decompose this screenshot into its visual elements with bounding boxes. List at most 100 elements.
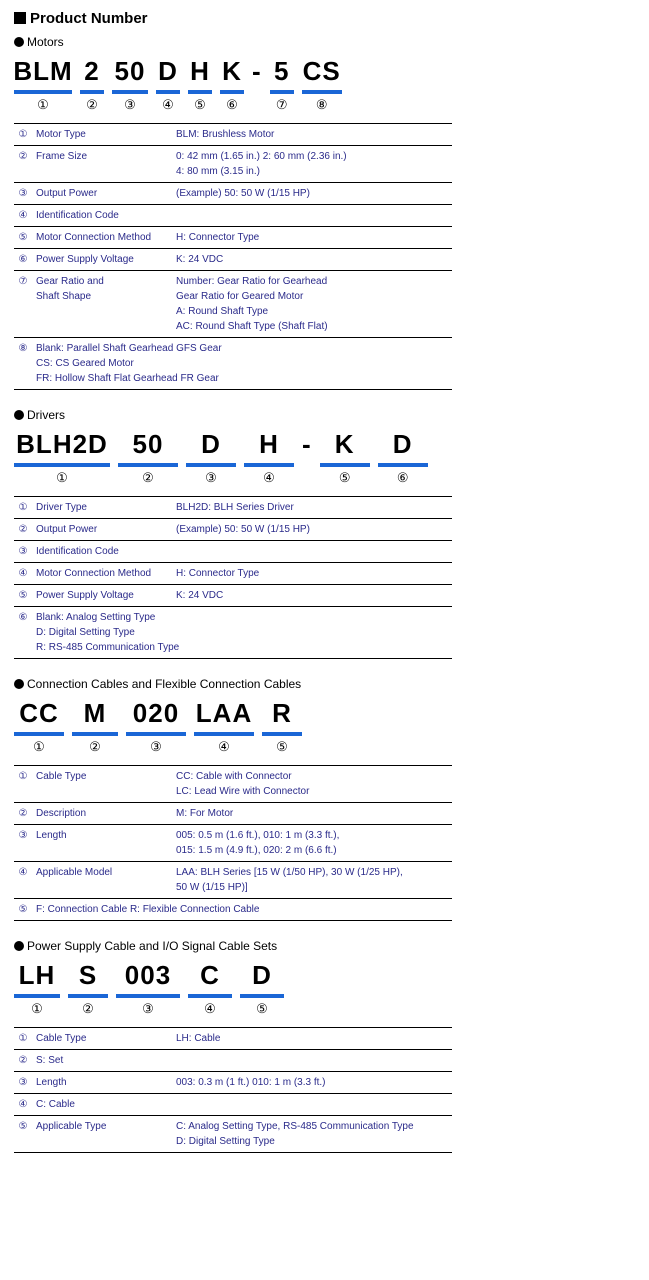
part-segment: LH① <box>14 959 60 1017</box>
row-description: M: For Motor <box>172 803 452 825</box>
part-circled-number: ③ <box>205 470 217 486</box>
row-number: ⑧ <box>14 338 32 390</box>
section-subtitle: Motors <box>14 35 635 49</box>
row-number: ⑥ <box>14 607 32 659</box>
row-number: ① <box>14 124 32 146</box>
part-segment: S② <box>68 959 108 1017</box>
part-circled-number: ⑤ <box>339 470 351 486</box>
part-circled-number: ⑦ <box>276 97 288 113</box>
part-segment: 003③ <box>116 959 180 1017</box>
row-label: Applicable Type <box>32 1116 172 1153</box>
part-underline <box>112 90 148 94</box>
part-segment: D④ <box>156 55 180 113</box>
row-label: Description <box>32 803 172 825</box>
row-number: ① <box>14 766 32 803</box>
row-number: ④ <box>14 205 32 227</box>
part-number-row: CC①M②020③LAA④R⑤ <box>14 697 635 755</box>
row-number: ③ <box>14 541 32 563</box>
row-description: LH: Cable <box>172 1028 452 1050</box>
part-circled-number: ⑤ <box>256 1001 268 1017</box>
row-description: H: Connector Type <box>172 227 452 249</box>
table-row: ①Motor TypeBLM: Brushless Motor <box>14 124 452 146</box>
part-segment: 50② <box>118 428 178 486</box>
row-description: BLM: Brushless Motor <box>172 124 452 146</box>
row-description: K: 24 VDC <box>172 249 452 271</box>
row-label-span: F: Connection Cable R: Flexible Connecti… <box>32 899 452 921</box>
part-segment-text: BLM <box>13 55 72 87</box>
part-segment-text: H <box>190 55 210 87</box>
row-number: ⑤ <box>14 227 32 249</box>
part-segment-text: 50 <box>133 428 164 460</box>
row-description: (Example) 50: 50 W (1/15 HP) <box>172 183 452 205</box>
section-subtitle: Drivers <box>14 408 635 422</box>
part-segment-text: - <box>252 55 262 87</box>
part-underline <box>188 994 232 998</box>
part-segment: CC① <box>14 697 64 755</box>
part-segment: 5⑦ <box>270 55 294 113</box>
table-row: ④Applicable ModelLAA: BLH Series [15 W (… <box>14 862 452 899</box>
part-segment-text: M <box>84 697 107 729</box>
row-number: ① <box>14 497 32 519</box>
part-circled-number: ⑤ <box>194 97 206 113</box>
part-circled-number: ④ <box>218 739 230 755</box>
part-number-row: LH①S②003③C④D⑤ <box>14 959 635 1017</box>
dot-bullet-icon <box>14 37 24 47</box>
part-circled-number: ⑥ <box>397 470 409 486</box>
row-label-span: S: Set <box>32 1050 452 1072</box>
section: DriversBLH2D①50②D③H④-K⑤D⑥①Driver TypeBLH… <box>14 408 635 659</box>
part-segment-text: R <box>272 697 292 729</box>
part-segment: BLH2D① <box>14 428 110 486</box>
part-underline <box>270 90 294 94</box>
part-segment-text: C <box>200 959 220 991</box>
part-segment-text: 5 <box>274 55 289 87</box>
part-underline <box>14 994 60 998</box>
part-segment: C④ <box>188 959 232 1017</box>
part-underline <box>220 90 244 94</box>
row-label-span: C: Cable <box>32 1094 452 1116</box>
part-segment-text: BLH2D <box>16 428 108 460</box>
row-label: Identification Code <box>32 205 172 227</box>
row-label: Frame Size <box>32 146 172 183</box>
row-number: ⑤ <box>14 585 32 607</box>
row-label-span: Blank: Parallel Shaft Gearhead GFS Gear … <box>32 338 452 390</box>
part-dash: - <box>252 55 262 113</box>
part-segment-text: 50 <box>115 55 146 87</box>
part-segment-text: D <box>252 959 272 991</box>
part-circled-number: ③ <box>124 97 136 113</box>
part-circled-number: ④ <box>204 1001 216 1017</box>
table-row: ④Identification Code <box>14 205 452 227</box>
part-circled-number: ④ <box>162 97 174 113</box>
part-segment: 020③ <box>126 697 186 755</box>
part-underline <box>194 732 254 736</box>
page-title-text: Product Number <box>30 10 148 27</box>
part-circled-number: ⑧ <box>316 97 328 113</box>
part-segment: 2② <box>80 55 104 113</box>
part-underline <box>14 732 64 736</box>
dot-bullet-icon <box>14 679 24 689</box>
description-table: ①Driver TypeBLH2D: BLH Series Driver②Out… <box>14 496 452 659</box>
row-description: LAA: BLH Series [15 W (1/50 HP), 30 W (1… <box>172 862 452 899</box>
row-label: Cable Type <box>32 766 172 803</box>
row-number: ③ <box>14 825 32 862</box>
part-underline <box>244 463 294 467</box>
table-row: ②Frame Size0: 42 mm (1.65 in.) 2: 60 mm … <box>14 146 452 183</box>
table-row: ⑥Blank: Analog Setting Type D: Digital S… <box>14 607 452 659</box>
part-circled-number: ④ <box>263 470 275 486</box>
part-segment-text: D <box>393 428 413 460</box>
row-label: Output Power <box>32 183 172 205</box>
description-table: ①Cable TypeLH: Cable②S: Set③Length003: 0… <box>14 1027 452 1153</box>
table-row: ②DescriptionM: For Motor <box>14 803 452 825</box>
row-number: ⑤ <box>14 1116 32 1153</box>
row-number: ② <box>14 146 32 183</box>
part-segment: BLM① <box>14 55 72 113</box>
part-underline <box>14 463 110 467</box>
table-row: ③Length005: 0.5 m (1.6 ft.), 010: 1 m (3… <box>14 825 452 862</box>
row-number: ④ <box>14 862 32 899</box>
part-underline <box>72 732 118 736</box>
part-underline <box>320 463 370 467</box>
dot-bullet-icon <box>14 410 24 420</box>
table-row: ④Motor Connection MethodH: Connector Typ… <box>14 563 452 585</box>
table-row: ⑤Power Supply VoltageK: 24 VDC <box>14 585 452 607</box>
part-underline <box>302 90 342 94</box>
description-table: ①Cable TypeCC: Cable with Connector LC: … <box>14 765 452 921</box>
